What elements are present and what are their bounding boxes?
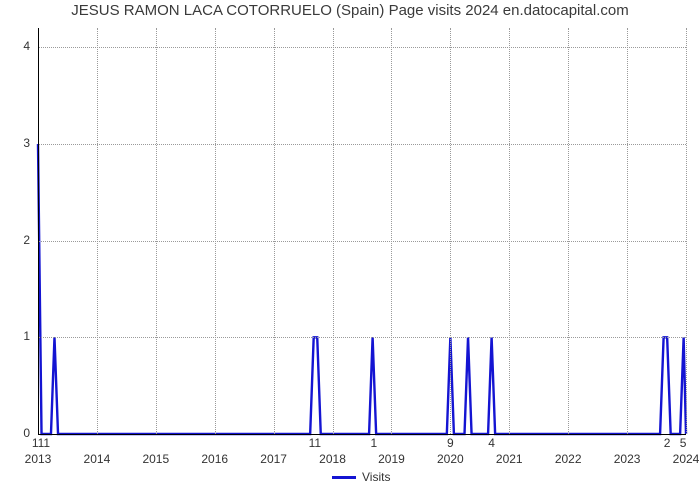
gridline-h	[38, 241, 686, 242]
x-tick-label: 2021	[484, 452, 534, 466]
annotation-label: 11	[300, 436, 330, 450]
y-tick-label: 3	[0, 136, 30, 150]
gridline-v	[333, 28, 334, 434]
y-tick-label: 2	[0, 233, 30, 247]
gridline-v	[156, 28, 157, 434]
x-tick-label: 2019	[366, 452, 416, 466]
y-tick-label: 4	[0, 39, 30, 53]
gridline-v	[509, 28, 510, 434]
x-tick-label: 2015	[131, 452, 181, 466]
gridline-v	[627, 28, 628, 434]
annotation-label: 5	[668, 436, 698, 450]
gridline-v	[274, 28, 275, 434]
gridline-v	[450, 28, 451, 434]
x-axis	[38, 434, 686, 435]
gridline-h	[38, 337, 686, 338]
x-tick-label: 2013	[13, 452, 63, 466]
x-tick-label: 2023	[602, 452, 652, 466]
x-tick-label: 2014	[72, 452, 122, 466]
gridline-h	[38, 47, 686, 48]
visits-line-series	[0, 0, 700, 500]
gridline-v	[215, 28, 216, 434]
x-tick-label: 2018	[308, 452, 358, 466]
gridline-v	[568, 28, 569, 434]
x-tick-label: 2020	[425, 452, 475, 466]
y-tick-label: 1	[0, 329, 30, 343]
gridline-v	[686, 28, 687, 434]
annotation-label: 4	[477, 436, 507, 450]
x-tick-label: 2016	[190, 452, 240, 466]
x-tick-label: 2022	[543, 452, 593, 466]
gridline-v	[391, 28, 392, 434]
x-tick-label: 2017	[249, 452, 299, 466]
annotation-label: 1	[359, 436, 389, 450]
legend-swatch	[332, 476, 356, 479]
annotation-label: 9	[435, 436, 465, 450]
annotation-label: 111	[26, 436, 56, 450]
x-tick-label: 2024	[661, 452, 700, 466]
legend: Visits	[332, 470, 390, 484]
y-axis	[38, 28, 39, 434]
gridline-v	[97, 28, 98, 434]
gridline-h	[38, 144, 686, 145]
legend-label: Visits	[362, 470, 390, 484]
